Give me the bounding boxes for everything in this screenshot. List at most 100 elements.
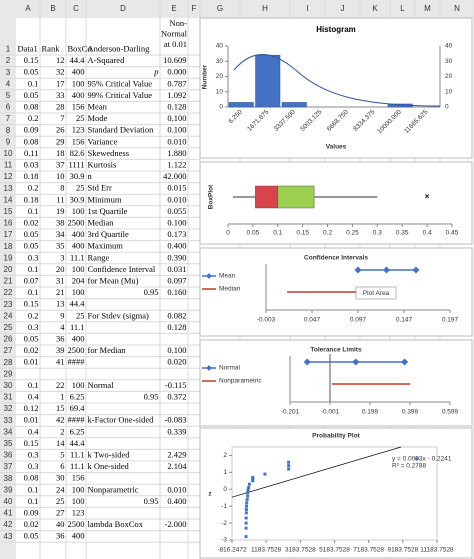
cell-text: 0.1 <box>28 484 39 494</box>
x-tick-label: 0.2 <box>323 230 332 237</box>
x-tick-label: 1183.7528 <box>251 547 282 554</box>
x-tick-label: 0.35 <box>396 230 409 237</box>
x-tick-label: 0.097 <box>350 317 367 324</box>
cell-text: 400 <box>72 67 85 77</box>
chart-title: Histogram <box>316 25 356 34</box>
row-header: 34 <box>4 427 13 436</box>
cell-text: 0.05 <box>24 90 39 100</box>
cell-text: 0.1 <box>28 380 39 390</box>
x-tick-label: 0.25 <box>346 230 359 237</box>
row-header: 41 <box>4 509 13 518</box>
cell-text: 0.11 <box>24 148 39 158</box>
cell-text: 19 <box>56 206 65 216</box>
x-tick-label: 0.199 <box>362 409 379 416</box>
cell-text: 1.092 <box>167 90 186 100</box>
column-header: E <box>171 4 176 13</box>
cell-text: 0.2 <box>28 183 39 193</box>
cell-text: 44.4 <box>70 299 86 309</box>
cell-text: 0.1 <box>28 206 39 216</box>
cell-text: 100 <box>72 380 85 390</box>
cell-text: 6.25 <box>70 426 85 436</box>
cell-text: 20 <box>56 264 65 274</box>
legend-diamond <box>206 365 212 371</box>
cell-text: 34 <box>56 229 65 239</box>
point <box>244 535 248 539</box>
cell-text: Variance <box>88 136 118 146</box>
y-tick-label: 1 <box>223 469 227 476</box>
cell-text: 37 <box>56 159 65 169</box>
y-tick-label: 30 <box>216 58 224 65</box>
y-axis-label: BoxPlot <box>208 184 215 209</box>
cell-text: Data1 <box>18 43 38 53</box>
cell-text: 0.01 <box>24 415 39 425</box>
cell-text: 7 <box>60 113 64 123</box>
point <box>415 457 419 461</box>
cell-text: n <box>88 171 93 181</box>
cell-text: 100 <box>72 484 85 494</box>
diamond <box>352 358 360 366</box>
x-axis-label: Values <box>326 144 347 151</box>
diamond <box>412 266 420 274</box>
row-header: 38 <box>4 474 13 483</box>
cell-text: 41 <box>56 357 65 367</box>
x-tick-label: 7183.7528 <box>353 547 384 554</box>
row-header: 20 <box>4 265 13 274</box>
cell-text: 123 <box>72 507 85 517</box>
bar <box>228 102 254 108</box>
cell-text: Minimum <box>88 194 122 204</box>
point <box>287 467 291 471</box>
row-header: 39 <box>4 485 13 494</box>
cell-text: 13 <box>56 299 65 309</box>
x-tick-label: 0.197 <box>442 317 459 324</box>
legend-label: Median <box>219 286 241 293</box>
cell-text: #### <box>68 415 86 425</box>
cell-text: 11.1 <box>70 461 85 471</box>
cell-text: 0.097 <box>167 275 186 285</box>
row-header: 36 <box>4 451 13 460</box>
row-header: 12 <box>4 172 13 181</box>
point <box>287 464 291 468</box>
cell-text: 9 <box>60 310 64 320</box>
row-header: 10 <box>4 149 13 158</box>
x-tick-label: 5183.7528 <box>319 547 350 554</box>
row-header: 31 <box>4 393 13 402</box>
cell-text: 29 <box>56 136 65 146</box>
cell-text: 0.010 <box>167 484 186 494</box>
cell-text: 30 <box>56 473 65 483</box>
cell-text: 400 <box>72 241 85 251</box>
cell-text: 204 <box>72 275 86 285</box>
cell-text: 2500 <box>68 217 85 227</box>
cell-text: Nonparametric <box>88 484 139 494</box>
row-header: 4 <box>6 79 11 88</box>
cell-text: 0.1 <box>28 496 39 506</box>
row-header: 19 <box>4 253 13 262</box>
tooltip-box <box>355 286 397 300</box>
legend-diamond <box>206 273 212 279</box>
row-header: 22 <box>4 288 13 297</box>
cell-text: 0.02 <box>24 217 39 227</box>
column-header-bar <box>0 0 474 18</box>
cell-text: 0.15 <box>24 438 39 448</box>
cell-text: 0.1 <box>28 78 39 88</box>
cell-text: 0.05 <box>24 241 39 251</box>
cell-text: 0.3 <box>28 449 39 459</box>
row-header: 24 <box>4 311 13 320</box>
cell-text: 0.07 <box>24 275 39 285</box>
y2-tick-label: 40 <box>445 43 453 50</box>
column-header: D <box>120 4 126 13</box>
cell-text: 25 <box>76 310 85 320</box>
row-header: 26 <box>4 335 13 344</box>
cell-text: Skewedness <box>88 148 130 158</box>
cell-text: 2.429 <box>167 449 186 459</box>
cell-text: 35 <box>56 241 65 251</box>
y-axis-label: z <box>208 491 212 498</box>
row-header: 3 <box>6 68 11 77</box>
point <box>263 472 267 476</box>
y-tick-label: 10 <box>216 88 224 95</box>
cell-text: at 0.01 <box>164 39 187 49</box>
bar <box>281 102 307 108</box>
cell-text: Confidence Interval <box>88 264 156 274</box>
trend-annotation: y = 0.0003x - 0.2241 <box>392 456 452 463</box>
cell-text: 0.4 <box>28 391 39 401</box>
row-header: 16 <box>4 219 13 228</box>
